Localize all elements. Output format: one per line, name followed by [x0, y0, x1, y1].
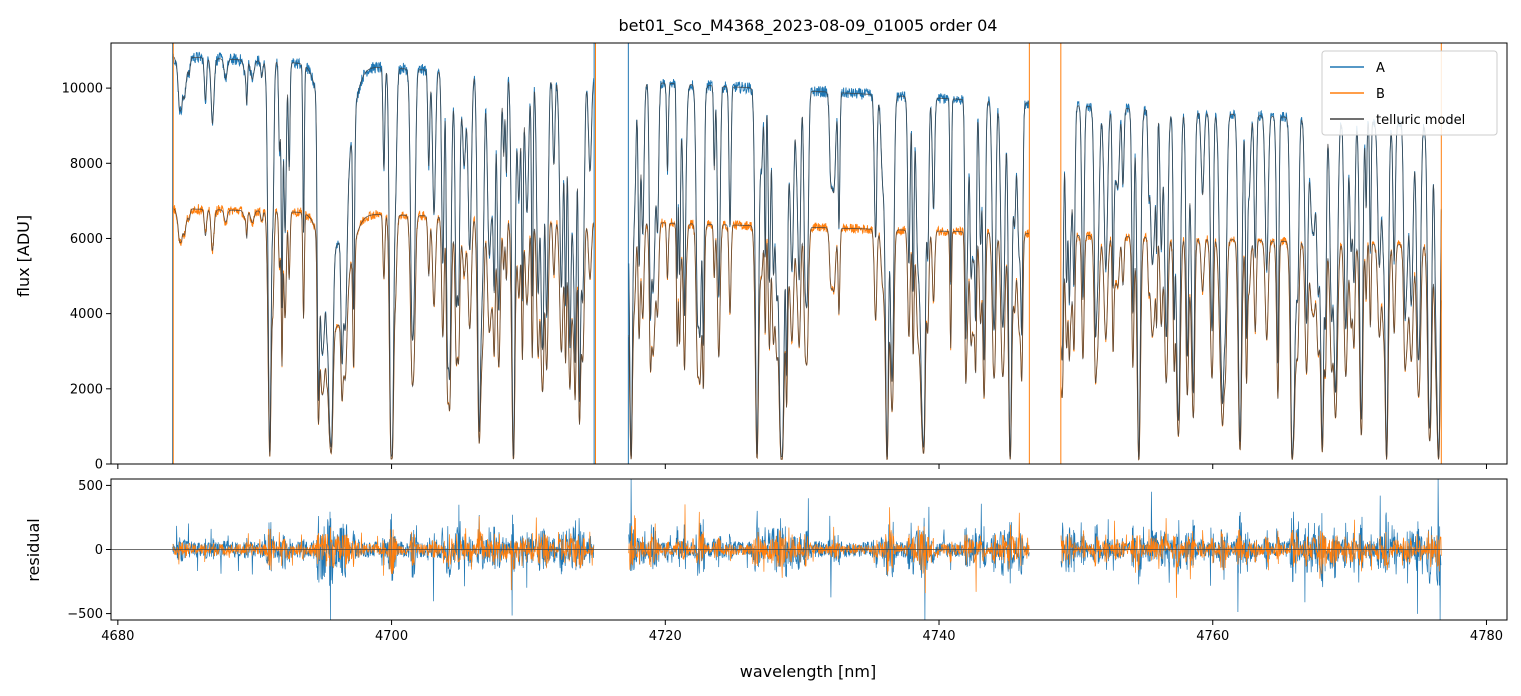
y-tick-label: 10000 [62, 82, 103, 97]
x-tick-label: 4700 [375, 629, 408, 644]
y-tick-label: −500 [67, 607, 103, 622]
legend-label-b: B [1376, 87, 1385, 102]
legend-label-telluric: telluric model [1376, 113, 1465, 128]
flux-y-ticks: 0 2000 4000 6000 8000 10000 [62, 82, 111, 473]
y-tick-label: 0 [95, 543, 103, 558]
y-tick-label: 8000 [70, 157, 103, 172]
legend-label-a: A [1376, 61, 1385, 76]
chart-title: bet01_Sco_M4368_2023-08-09_01005 order 0… [619, 16, 998, 36]
flux-y-axis-label: flux [ADU] [14, 215, 33, 297]
residual-y-axis-label: residual [24, 518, 43, 581]
flux-series-lines [172, 43, 1442, 464]
residual-b-line [172, 504, 1442, 598]
flux-panel: 0 2000 4000 6000 8000 10000 flux [ADU] A B te… [14, 42, 1508, 473]
residual-series-lines [172, 478, 1442, 621]
legend-box [1321, 50, 1498, 136]
y-tick-label: 6000 [70, 232, 103, 247]
x-tick-label: 4780 [1470, 629, 1503, 644]
y-tick-label: 500 [78, 479, 103, 494]
x-tick-label: 4680 [101, 629, 134, 644]
residual-x-axis-label: wavelength [nm] [740, 662, 877, 681]
legend: A B telluric model [1321, 50, 1498, 136]
flux-x-ticks [117, 464, 1487, 469]
flux-axes-frame [110, 42, 1508, 465]
y-tick-label: 4000 [70, 307, 103, 322]
x-tick-label: 4760 [1196, 629, 1229, 644]
y-tick-label: 0 [95, 458, 103, 473]
x-tick-label: 4720 [649, 629, 682, 644]
telluric-model-b-line [172, 208, 1442, 461]
telluric-model-a-line [172, 55, 1442, 458]
residual-y-ticks: −500 0 500 [67, 479, 111, 622]
x-tick-label: 4740 [922, 629, 955, 644]
y-tick-label: 2000 [70, 382, 103, 397]
residual-panel: 4680 4700 4720 4740 4760 4780 −500 0 500 wavele… [24, 478, 1508, 681]
residual-x-ticks: 4680 4700 4720 4740 4760 4780 [101, 620, 1503, 644]
